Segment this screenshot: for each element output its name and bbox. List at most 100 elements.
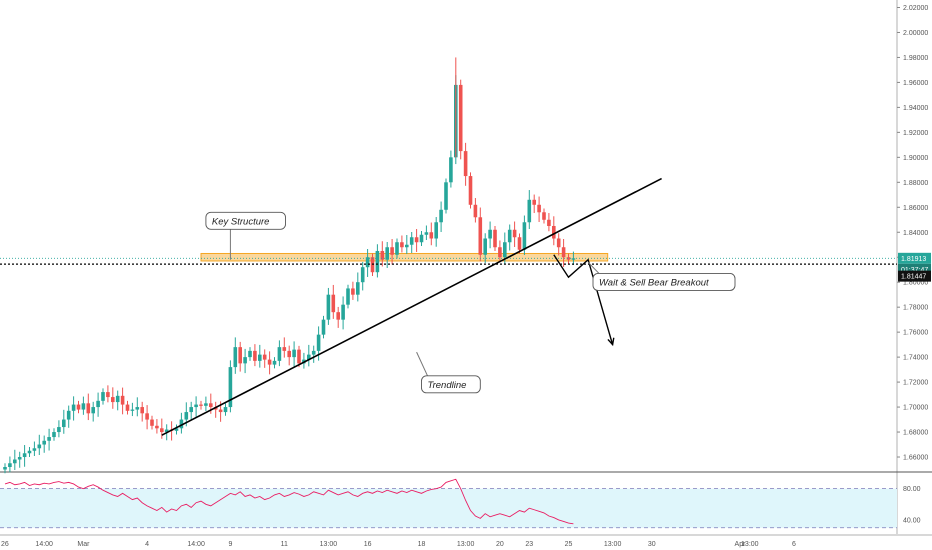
candle — [561, 238, 566, 267]
candle-body — [321, 319, 326, 335]
time-tick-label: 20 — [496, 541, 504, 548]
candle-body — [503, 242, 507, 258]
candle-body — [409, 237, 414, 245]
candle-body — [419, 234, 424, 243]
candle-body — [120, 395, 125, 405]
candle-body — [375, 250, 380, 273]
price-tick-label: 1.68000 — [903, 430, 928, 437]
candle — [488, 221, 492, 249]
candle — [150, 415, 154, 430]
candle-body — [522, 222, 527, 250]
candle-body — [561, 247, 566, 258]
candle — [473, 198, 478, 223]
candle — [360, 261, 365, 291]
candle-body — [17, 457, 22, 460]
candle-body — [8, 463, 12, 468]
candle — [17, 451, 22, 468]
candle-body — [228, 367, 233, 408]
price-tick-label: 1.74000 — [903, 355, 928, 362]
candle — [189, 401, 193, 421]
candle — [81, 396, 86, 415]
time-tick-label: 6 — [792, 541, 796, 548]
candle — [463, 142, 468, 186]
candle — [32, 441, 37, 457]
time-tick-label: 30 — [648, 541, 656, 548]
candle — [527, 190, 532, 230]
candle — [248, 347, 252, 361]
candle-body — [125, 404, 130, 411]
annotation-pointer — [587, 261, 600, 274]
candle-body — [532, 199, 536, 205]
price-axis[interactable]: 2.02000 2.00000 1.98000 1.96000 1.94000 1.920… — [897, 5, 931, 524]
candle-body — [351, 288, 355, 295]
candle-body — [111, 397, 115, 403]
candle-body — [473, 204, 478, 218]
time-axis[interactable]: 26 14:00 Mar 4 14:00 9 11 13:00 16 18 13:00 20 23 25 1… — [1, 541, 796, 548]
candle — [243, 348, 247, 374]
candle — [199, 400, 203, 410]
annotation-box — [205, 211, 286, 230]
candle-body — [140, 407, 144, 414]
candle-body — [483, 238, 487, 255]
candle — [429, 222, 434, 246]
candle-body — [444, 182, 448, 210]
rsi-pane — [0, 478, 897, 529]
candle — [483, 233, 487, 263]
candle-body — [86, 403, 91, 414]
candle-body — [76, 404, 81, 410]
candle — [507, 224, 512, 251]
candle — [400, 235, 404, 253]
candle-body — [57, 427, 61, 433]
candle — [91, 401, 95, 422]
candle — [458, 79, 463, 160]
candle — [542, 208, 546, 224]
candle-body — [356, 282, 360, 295]
candle — [409, 232, 414, 253]
candle — [267, 351, 272, 375]
time-tick-label: 4 — [145, 541, 149, 548]
candle-body — [365, 257, 370, 268]
candle — [8, 456, 12, 473]
candle — [326, 287, 331, 325]
candle-body — [468, 176, 473, 205]
candle-body — [253, 350, 257, 361]
annotation-callout: Trendline — [416, 351, 481, 394]
annotation-callout: Wait & Sell Bear Breakout — [587, 261, 736, 291]
candle — [272, 357, 277, 369]
candle-body — [272, 360, 277, 365]
candle — [552, 216, 556, 246]
candle-body — [439, 209, 443, 223]
candle — [277, 340, 282, 367]
candle — [155, 419, 159, 434]
candle-body — [405, 244, 409, 248]
candle — [204, 396, 208, 412]
current-price-tag: 1.81913 — [898, 252, 931, 264]
time-tick-label: 14:00 — [35, 541, 53, 548]
candle — [22, 445, 27, 467]
candle — [160, 418, 164, 439]
candle — [101, 388, 105, 405]
candle — [125, 400, 130, 415]
candle — [414, 229, 419, 252]
candle — [223, 403, 228, 416]
candle-body — [243, 357, 247, 364]
candle — [76, 400, 81, 414]
candle-body — [71, 404, 76, 411]
annotation-pointer — [416, 351, 428, 377]
candle-body — [160, 428, 164, 433]
candle — [262, 349, 267, 368]
candle — [444, 178, 448, 214]
candle — [547, 213, 551, 232]
candle — [449, 150, 453, 188]
annotation-callout: Key Structure — [205, 211, 286, 260]
candle — [537, 196, 541, 223]
candle-body — [307, 354, 311, 360]
candle-body — [493, 229, 497, 248]
candle — [106, 385, 110, 403]
candle — [96, 392, 100, 417]
candle-body — [552, 226, 556, 239]
time-tick-label: 23 — [525, 541, 533, 548]
candlesticks — [3, 57, 576, 474]
time-tick-label: 13:00 — [320, 541, 338, 548]
